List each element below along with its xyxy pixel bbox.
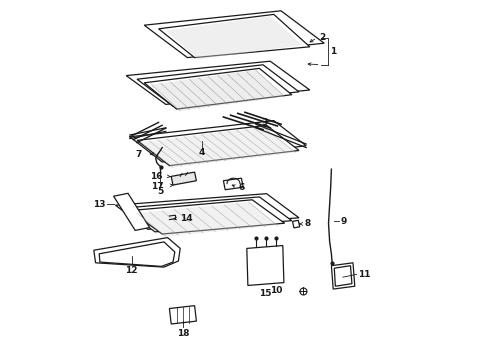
Polygon shape: [293, 220, 300, 228]
Polygon shape: [171, 172, 196, 185]
Text: 11: 11: [358, 270, 371, 279]
Polygon shape: [223, 178, 243, 190]
Text: 5: 5: [157, 187, 164, 196]
Text: 8: 8: [304, 220, 311, 229]
Text: 15: 15: [259, 289, 272, 298]
Polygon shape: [151, 70, 285, 111]
Text: 17: 17: [151, 182, 164, 191]
Polygon shape: [144, 11, 324, 58]
Text: 2: 2: [319, 33, 325, 42]
Polygon shape: [166, 16, 303, 59]
Polygon shape: [141, 127, 295, 167]
Text: 6: 6: [239, 184, 245, 193]
Text: 3: 3: [261, 118, 268, 127]
Polygon shape: [137, 202, 277, 237]
Polygon shape: [130, 121, 306, 162]
Text: 13: 13: [93, 200, 105, 209]
Polygon shape: [114, 193, 149, 230]
Text: 18: 18: [177, 329, 189, 338]
Polygon shape: [130, 200, 285, 234]
Polygon shape: [334, 266, 352, 286]
Polygon shape: [126, 61, 310, 104]
Polygon shape: [137, 125, 299, 166]
Text: 1: 1: [330, 47, 336, 56]
Text: 14: 14: [180, 214, 193, 223]
Polygon shape: [94, 238, 180, 267]
Polygon shape: [137, 65, 299, 106]
Polygon shape: [331, 263, 355, 289]
Polygon shape: [144, 68, 292, 109]
Polygon shape: [116, 194, 299, 229]
Polygon shape: [159, 14, 310, 58]
Text: 7: 7: [135, 150, 142, 159]
Text: 4: 4: [198, 148, 205, 157]
Polygon shape: [122, 197, 292, 232]
Polygon shape: [247, 246, 284, 285]
Text: 16: 16: [150, 172, 162, 181]
Text: 10: 10: [270, 287, 282, 295]
Polygon shape: [99, 242, 175, 266]
Text: 12: 12: [125, 266, 138, 275]
Text: 9: 9: [341, 217, 347, 226]
Polygon shape: [170, 306, 196, 324]
